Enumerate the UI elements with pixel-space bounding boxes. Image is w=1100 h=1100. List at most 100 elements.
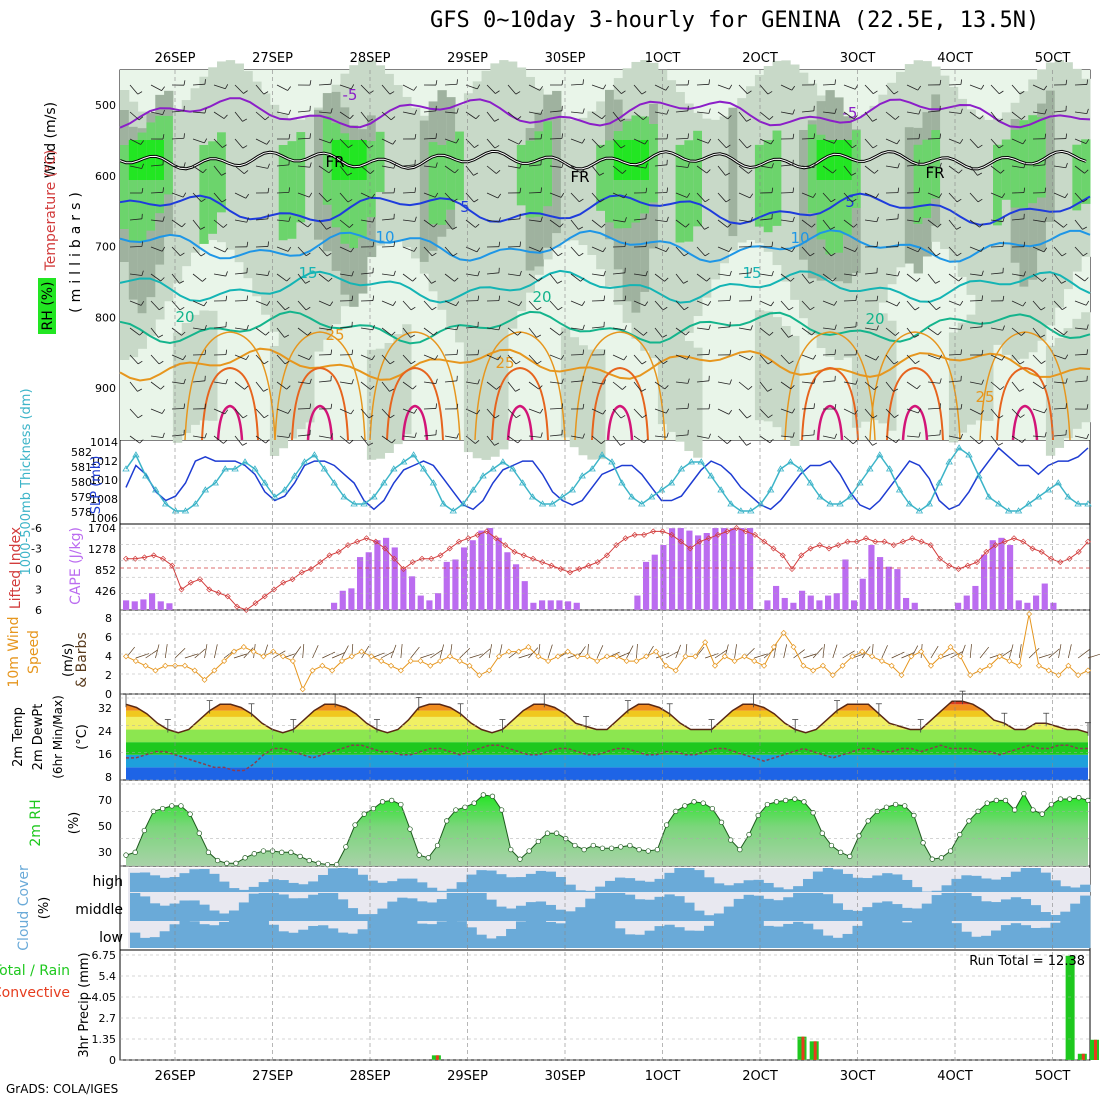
- cloud-fill: [189, 921, 200, 948]
- cape-bar: [660, 545, 667, 610]
- cloud-fill: [704, 925, 715, 948]
- rh-band-low: [375, 348, 386, 459]
- wind-barb: [801, 110, 814, 113]
- thickness-marker: [975, 472, 983, 479]
- wind10m-barb: [969, 644, 972, 659]
- lifted-index-line: [126, 527, 1089, 611]
- wind-barb: [1074, 165, 1085, 174]
- wind-barb-flag: [431, 306, 437, 311]
- wind-barb-flag: [685, 331, 690, 336]
- wind-barb-flag: [750, 295, 753, 301]
- wind-barb: [885, 408, 895, 418]
- thickness-marker: [945, 458, 953, 465]
- wind-barb: [738, 192, 751, 199]
- rh-band-mid: [411, 107, 421, 259]
- wind-barb: [1074, 380, 1087, 383]
- wind-barb: [591, 84, 604, 90]
- wind-barb: [780, 84, 793, 91]
- rh2m-marker: [251, 851, 257, 857]
- cloud-fill: [367, 921, 378, 948]
- cloud-fill: [812, 893, 824, 921]
- cape-bar: [123, 600, 130, 610]
- cloud-fill: [704, 915, 715, 921]
- rh2m-marker: [581, 846, 587, 853]
- cape-bar: [903, 597, 910, 610]
- cloud-fill: [852, 925, 863, 948]
- wind-barb: [213, 246, 226, 253]
- cape-bar: [383, 537, 390, 610]
- cloud-fill: [219, 881, 230, 892]
- wind-barb-flag: [160, 277, 165, 282]
- wind-barb-flag: [917, 85, 922, 91]
- cape-bar: [790, 602, 797, 610]
- wind-barb-flag: [938, 354, 943, 360]
- wind-barb-flag: [330, 433, 333, 439]
- rh2m-marker: [718, 819, 725, 825]
- rh-band-green: [596, 144, 606, 211]
- wind-barb: [801, 165, 814, 168]
- wind-barb: [843, 408, 855, 415]
- wind-barb: [255, 111, 266, 121]
- wind-barb-flag: [707, 138, 712, 144]
- rh2m-marker: [700, 800, 706, 806]
- rh2m-marker: [1002, 797, 1009, 804]
- wind10m-marker: [123, 653, 129, 660]
- wind-barb-flag: [852, 440, 858, 445]
- rh2m-tick: 30: [98, 846, 112, 859]
- rh2m-marker: [764, 801, 770, 808]
- wind-barb-flag: [456, 433, 459, 439]
- wind-barb-flag: [203, 301, 208, 307]
- wind-barb-flag: [834, 403, 837, 410]
- rh2m-marker: [828, 842, 835, 849]
- wind-barb-flag: [391, 331, 396, 336]
- cloud-fill: [535, 901, 547, 921]
- wind-barb: [360, 327, 373, 331]
- wind-barb: [633, 273, 646, 277]
- rh2m-tick: 50: [98, 820, 112, 833]
- lifted-index-marker: [280, 579, 287, 586]
- wind10m-tick: 6: [105, 631, 112, 644]
- wind10m-marker: [790, 643, 797, 650]
- rh-band-low: [790, 335, 800, 446]
- wind-barb-flag: [771, 271, 774, 277]
- isotherm-30-bubble: [886, 366, 944, 441]
- wind-barb-flag: [347, 199, 353, 203]
- wind-barb: [444, 83, 458, 86]
- wind-barb-flag: [288, 109, 291, 115]
- rh-band-low: [1072, 318, 1082, 429]
- cloud-fill: [624, 934, 636, 948]
- cloud-fill: [575, 907, 586, 921]
- cloud-fill: [634, 880, 646, 892]
- isotherm-20: [119, 310, 1091, 345]
- wind-barb: [969, 273, 982, 276]
- wind10m-barb: [322, 651, 336, 659]
- cape-bar: [409, 576, 416, 610]
- wind-barb-flag: [139, 331, 144, 336]
- rh-band-low: [1054, 337, 1065, 448]
- lifted-index-marker: [594, 559, 601, 566]
- cloud-fill: [832, 903, 843, 921]
- wind-barb: [150, 408, 163, 414]
- lifted-index-marker: [1038, 548, 1045, 555]
- wind-barb-flag: [475, 114, 480, 120]
- cloud-fill: [515, 877, 527, 892]
- lifted-index-marker: [946, 562, 953, 569]
- wind-barb-flag: [683, 306, 689, 311]
- wind10m-barb: [479, 648, 491, 659]
- wind-barb: [906, 273, 917, 282]
- cloud-fill: [565, 884, 576, 892]
- wind-barb: [990, 327, 1003, 331]
- cloud-fill: [555, 877, 566, 892]
- thickness-marker: [796, 465, 805, 472]
- wind-barb-flag: [872, 144, 878, 149]
- cloud-fill: [882, 901, 893, 921]
- wind-barb: [423, 354, 436, 360]
- wind-barb: [150, 300, 160, 311]
- wind-barb-flag: [288, 216, 291, 222]
- cloud-fill: [882, 921, 893, 948]
- wind10m-barb: [626, 645, 634, 659]
- wind-barb-flag: [1086, 79, 1089, 85]
- wind10m-marker: [162, 662, 169, 669]
- wind-barb-flag: [1023, 271, 1026, 277]
- wind10m-marker: [142, 662, 149, 669]
